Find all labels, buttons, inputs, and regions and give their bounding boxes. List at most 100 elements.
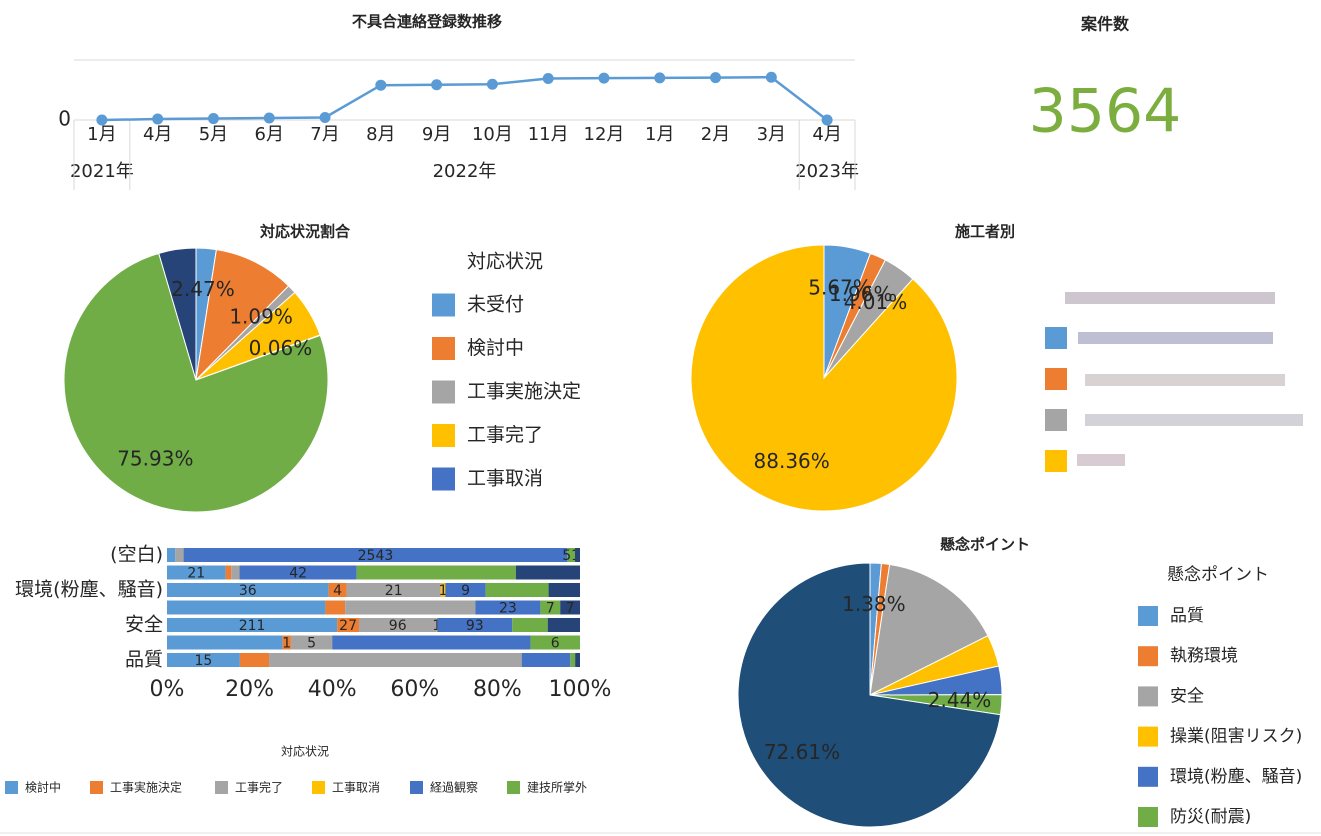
blurred-text xyxy=(1078,332,1273,344)
data-point xyxy=(486,78,498,90)
bar-segment xyxy=(540,600,561,615)
x-tick-label: 20% xyxy=(225,677,274,702)
legend-label: 建技所掌外 xyxy=(527,781,587,795)
bar-segment xyxy=(436,618,438,632)
blurred-text xyxy=(1085,374,1285,386)
bar-segment xyxy=(475,600,541,615)
data-label: 1.09% xyxy=(229,305,293,329)
chart-title: 懸念ポイント xyxy=(940,536,1030,554)
data-label: 2543 xyxy=(358,548,394,564)
x-tick-label: 9月 xyxy=(422,124,451,145)
data-point xyxy=(152,113,164,125)
legend-swatch xyxy=(1138,686,1158,707)
x-tick-label: 3月 xyxy=(757,124,786,145)
pie-slice xyxy=(869,563,989,696)
x-tick-label: 1月 xyxy=(87,124,116,145)
data-label: 36 xyxy=(239,583,257,599)
pie-slice xyxy=(63,252,329,513)
data-label: 75.93% xyxy=(117,447,193,471)
data-label: 4.01% xyxy=(844,290,908,314)
bar-segment xyxy=(445,583,486,597)
legend-label: 防災(耐震) xyxy=(1170,807,1251,827)
bar-segment xyxy=(282,635,291,650)
data-point xyxy=(375,79,387,91)
chart-title: 施工者別 xyxy=(955,223,1015,241)
legend-label: 経過観察 xyxy=(430,781,478,795)
data-label: 72.61% xyxy=(764,740,840,764)
data-label: 2.47% xyxy=(171,277,235,301)
data-label: 4 xyxy=(333,583,342,599)
kpi-value: 3564 xyxy=(1029,77,1182,147)
bar-segment xyxy=(167,565,226,580)
chart-title: 対応状況割合 xyxy=(259,223,351,241)
legend-label: 工事完了 xyxy=(235,780,283,795)
data-label: 93 xyxy=(466,618,484,634)
x-tick-label: 80% xyxy=(473,677,522,702)
legend-label: 品質 xyxy=(1170,606,1204,626)
legend-swatch xyxy=(432,424,455,447)
x-tick-label: 4月 xyxy=(143,124,172,145)
x-tick-label: 40% xyxy=(308,677,357,702)
data-point xyxy=(821,114,833,126)
data-point xyxy=(319,111,331,123)
y-tick-label: 安全 xyxy=(125,614,163,636)
data-line xyxy=(101,75,828,122)
bar-segment xyxy=(167,635,283,650)
legend-label: 工事完了 xyxy=(467,424,543,446)
bar-segment xyxy=(570,653,576,667)
legend-label: 検討中 xyxy=(25,780,61,795)
year-label: 2022年 xyxy=(433,161,497,182)
data-point xyxy=(598,72,610,84)
bar-segment xyxy=(269,653,522,667)
bar-segment xyxy=(337,618,359,632)
bar-segment xyxy=(167,600,326,615)
bar-segment xyxy=(440,583,446,597)
legend-swatch xyxy=(1138,726,1158,747)
data-label: 15 xyxy=(195,653,213,669)
x-tick-label: 11月 xyxy=(528,124,569,145)
data-label: 42 xyxy=(289,566,307,582)
x-tick-label: 0% xyxy=(150,677,185,702)
y-tick-label: 環境(粉塵、騒音) xyxy=(15,579,163,601)
legend-label: 工事実施決定 xyxy=(467,381,581,403)
data-label: 27 xyxy=(339,618,357,634)
year-label: 2021年 xyxy=(70,161,134,182)
bar-segment xyxy=(560,600,580,615)
bar-segment xyxy=(548,583,580,597)
data-label: 9 xyxy=(461,583,470,599)
x-tick-label: 10月 xyxy=(472,124,513,145)
data-label: 2.44% xyxy=(928,688,992,712)
data-label: 5.67% xyxy=(808,275,872,299)
x-tick-label: 4月 xyxy=(812,124,841,145)
bar-segment xyxy=(356,565,516,580)
legend-swatch xyxy=(410,781,423,794)
x-tick-label: 12月 xyxy=(584,124,625,145)
legend-label: 執務環境 xyxy=(1170,646,1238,666)
bar-segment xyxy=(575,653,580,667)
pie-slice xyxy=(737,562,1002,828)
kpi-title: 案件数 xyxy=(1080,15,1130,34)
legend-label: 環境(粉塵、騒音) xyxy=(1170,767,1302,787)
data-point xyxy=(654,72,666,84)
legend-swatch xyxy=(432,380,455,404)
bar-segment xyxy=(345,600,476,615)
legend-label: 操業(阻害リスク) xyxy=(1170,727,1302,747)
pie-slice xyxy=(158,247,197,381)
bar-segment xyxy=(225,565,232,580)
legend-swatch xyxy=(432,467,455,491)
legend-swatch xyxy=(5,781,18,794)
blurred-legend xyxy=(1065,292,1303,466)
bar-segment xyxy=(167,618,338,632)
data-label: 88.36% xyxy=(754,449,830,473)
y-tick-label: 0 xyxy=(58,107,71,131)
legend-swatch xyxy=(432,293,455,317)
data-label: 1.38% xyxy=(842,592,906,616)
data-label: 96 xyxy=(389,618,407,634)
x-tick-label: 60% xyxy=(390,677,439,702)
bar-segment xyxy=(358,618,437,632)
bar-segment xyxy=(332,635,531,650)
blurred-text xyxy=(1085,414,1303,426)
x-tick-label: 2月 xyxy=(701,124,730,145)
bar-segment xyxy=(325,600,346,615)
